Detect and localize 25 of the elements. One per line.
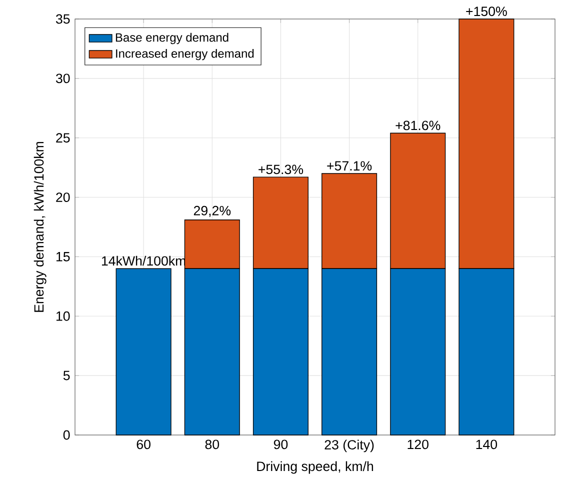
y-tick-label: 25 — [56, 133, 70, 143]
legend-label: Base energy demand — [116, 32, 228, 44]
x-tick-label: 140 — [476, 440, 498, 450]
y-tick-label: 20 — [56, 192, 70, 202]
y-tick-label: 15 — [56, 252, 70, 262]
x-tick-label: 120 — [408, 440, 428, 450]
annotation: +81.6% — [396, 120, 440, 130]
x-axis-title: Driving speed, km/h — [257, 461, 374, 474]
annotation: 29,2% — [194, 206, 231, 217]
y-tick-label: 10 — [56, 311, 70, 321]
x-tick-label: 60 — [136, 440, 150, 450]
annotation: +55.3% — [258, 164, 304, 174]
x-tick-label: 90 — [274, 440, 288, 450]
annotation: 14kWh/100km — [102, 256, 186, 266]
y-tick-label: 35 — [56, 14, 70, 24]
x-tick-label: 23 (City) — [324, 440, 374, 452]
y-tick-label: 5 — [63, 370, 70, 380]
x-tick-label: 80 — [205, 440, 220, 450]
annotation: +57.1% — [327, 161, 372, 171]
annotation: +150% — [466, 6, 507, 16]
y-axis-title: Energy demand, kWh/100km — [34, 142, 46, 312]
y-tick-label: 30 — [56, 74, 70, 84]
y-tick-label: 0 — [63, 430, 70, 440]
bar — [116, 268, 172, 436]
legend-label: Increased energy demand — [116, 48, 254, 60]
